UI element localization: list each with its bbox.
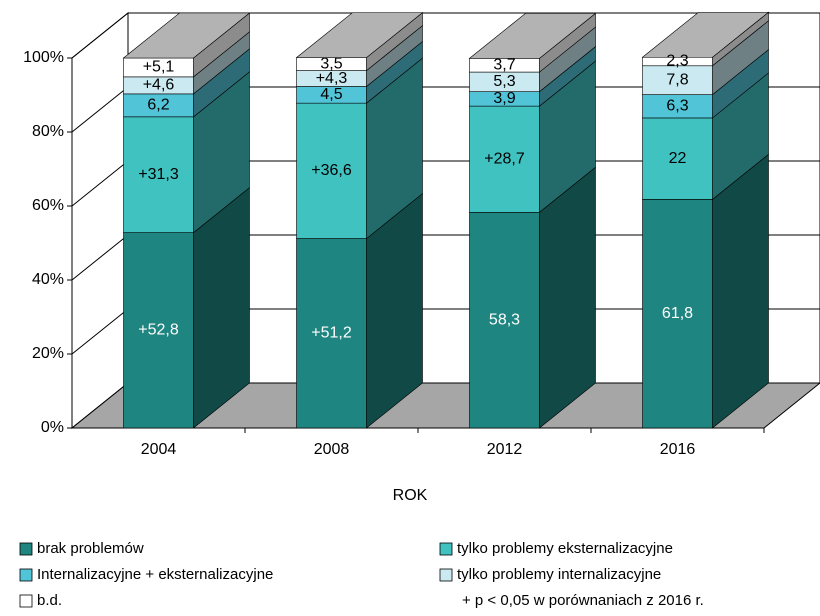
legend-label: b.d.	[37, 592, 62, 609]
x-tick-label: 2004	[141, 441, 177, 458]
value-label: 2,3	[666, 53, 688, 70]
bar-top	[122, 12, 251, 59]
bar-top	[641, 11, 770, 58]
value-label: +36,6	[311, 162, 352, 179]
value-label: +51,2	[311, 324, 352, 341]
value-label: 7,8	[666, 71, 688, 88]
y-tick-label: 20%	[32, 345, 64, 362]
value-label: 61,8	[662, 305, 693, 322]
bar-side	[539, 166, 596, 429]
value-label: +52,8	[138, 322, 179, 339]
bar	[469, 105, 540, 213]
value-label: 3,5	[320, 55, 342, 72]
bar	[123, 116, 194, 233]
y-tick-label: 80%	[32, 123, 64, 140]
y-tick-label: 100%	[23, 49, 64, 66]
footnote: + p < 0,05 w porównaniach z 2016 r.	[462, 592, 704, 609]
bar	[642, 117, 713, 200]
legend-swatch	[439, 568, 453, 582]
grid-line	[71, 308, 129, 355]
legend-label: tylko problemy internalizacyjne	[457, 566, 661, 583]
y-tick-label: 0%	[41, 419, 64, 436]
value-label: 5,3	[493, 73, 515, 90]
value-label: +5,1	[143, 59, 175, 76]
bar-top	[468, 13, 597, 59]
y-tick-label: 60%	[32, 197, 64, 214]
grid-line	[71, 160, 129, 207]
bar-side	[712, 153, 769, 429]
value-label: +4,3	[316, 70, 348, 87]
value-label: 22	[669, 150, 687, 167]
value-label: 3,9	[493, 90, 515, 107]
x-tick-label: 2016	[660, 441, 696, 458]
legend-label: brak problemów	[37, 540, 144, 557]
bar	[296, 238, 367, 429]
bar	[123, 232, 194, 429]
x-tick-label: 2008	[314, 441, 350, 458]
value-label: 6,3	[666, 98, 688, 115]
grid-line	[71, 234, 129, 281]
x-axis-label: ROK	[393, 487, 428, 504]
bar	[642, 65, 713, 95]
value-label: 3,7	[493, 56, 515, 73]
value-label: +28,7	[484, 150, 525, 167]
side-wall	[71, 11, 129, 430]
legend-swatch	[19, 542, 33, 556]
value-label: +31,3	[138, 166, 179, 183]
bar-top	[295, 12, 424, 58]
x-tick-label: 2012	[487, 441, 523, 458]
grid-line	[71, 12, 129, 59]
value-label: 6,2	[147, 97, 169, 114]
grid-line	[71, 86, 129, 133]
legend-swatch	[439, 542, 453, 556]
legend-label: Internalizacyjne + eksternalizacyjne	[37, 566, 273, 583]
bar	[469, 211, 540, 429]
value-label: +4,6	[143, 77, 175, 94]
y-tick-label: 40%	[32, 271, 64, 288]
legend-label: tylko problemy eksternalizacyjne	[457, 540, 673, 557]
value-label: 58,3	[489, 311, 520, 328]
legend-swatch	[19, 594, 33, 608]
legend-swatch	[19, 568, 33, 582]
value-label: 4,5	[320, 86, 342, 103]
